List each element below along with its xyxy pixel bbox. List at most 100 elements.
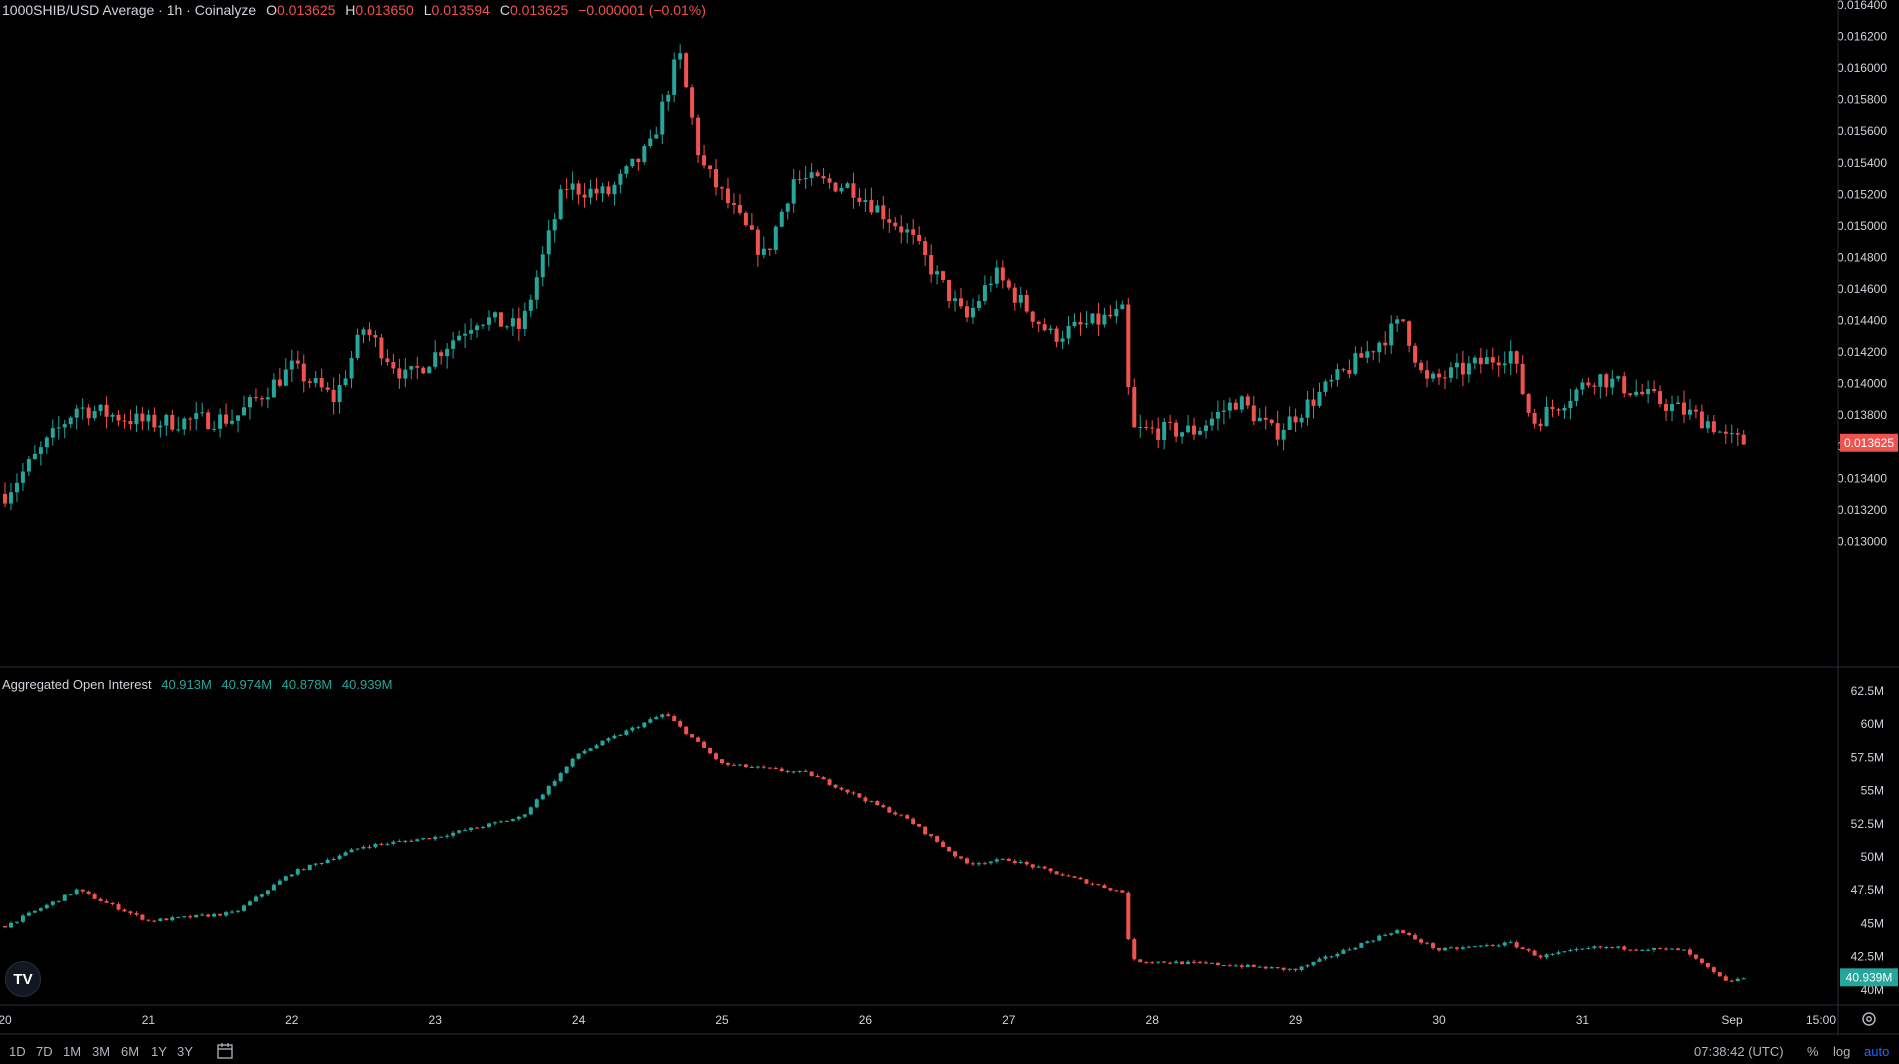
oi-candle-body	[618, 734, 623, 736]
price-candle-body	[899, 226, 904, 233]
price-candle-body	[307, 381, 312, 383]
oi-candle-body	[1383, 934, 1388, 936]
price-candle-body	[1347, 370, 1352, 374]
price-candle-body	[492, 312, 497, 318]
price-candle-body	[1460, 362, 1465, 375]
price-candle-body	[731, 203, 736, 205]
price-candle-body	[128, 420, 133, 425]
open-interest-legend[interactable]: Aggregated Open Interest 40.913M 40.974M…	[2, 677, 398, 692]
percent-scale-toggle[interactable]: %	[1807, 1044, 1819, 1059]
range-button-7d[interactable]: 7D	[36, 1044, 53, 1059]
price-candle-body	[648, 138, 653, 147]
range-button-6m[interactable]: 6M	[121, 1044, 140, 1059]
price-candle-body	[857, 197, 862, 202]
price-candle-body	[1437, 373, 1441, 378]
price-candle-body	[1138, 427, 1143, 429]
price-candle-body	[349, 358, 354, 379]
price-candle-body	[618, 173, 623, 185]
price-candle-body	[851, 183, 856, 198]
price-candle-body	[1454, 362, 1459, 368]
price-candle-body	[1526, 394, 1531, 413]
price-candle-body	[1006, 280, 1011, 288]
oi-candle-body	[1078, 877, 1083, 880]
price-candle-body	[1502, 363, 1507, 366]
oi-candle-body	[152, 920, 157, 922]
oi-candle-body	[1006, 858, 1011, 861]
oi-candle-body	[1215, 962, 1220, 965]
utc-clock[interactable]: 07:38:42 (UTC)	[1694, 1044, 1784, 1059]
price-candle-body	[1407, 321, 1412, 346]
range-button-1y[interactable]: 1Y	[151, 1044, 167, 1059]
gear-icon[interactable]	[1860, 1010, 1878, 1028]
price-candle-body	[767, 248, 772, 250]
tradingview-logo-icon[interactable]: TV	[5, 961, 41, 997]
price-candle-body	[1156, 428, 1161, 440]
oi-candle-body	[720, 759, 724, 763]
price-candle-body	[953, 298, 958, 301]
oi-candle-body	[1347, 949, 1352, 951]
oi-candle-body	[475, 827, 480, 829]
oi-candle-body	[797, 770, 802, 772]
auto-scale-toggle[interactable]: auto	[1864, 1044, 1890, 1059]
range-button-1m[interactable]: 1M	[63, 1044, 82, 1059]
price-candle-body	[92, 411, 97, 419]
oi-candle-body	[648, 719, 653, 723]
price-candle-body	[74, 408, 79, 418]
oi-candle-body	[1263, 966, 1268, 969]
oi-candle-body	[313, 863, 318, 865]
oi-candle-body	[1448, 947, 1453, 949]
price-candle-body	[905, 229, 910, 233]
log-scale-toggle[interactable]: log	[1833, 1044, 1851, 1059]
oi-candle-body	[708, 747, 713, 754]
price-candle-body	[1383, 342, 1388, 346]
time-axis[interactable]: 20 21 22 23 24 25 26 27 28 29 30 31 Sep 15:00	[0, 1013, 1836, 1027]
price-candle-body	[1299, 417, 1304, 423]
price-candle-body	[1610, 378, 1615, 388]
price-candle-body	[755, 229, 760, 255]
range-button-3m[interactable]: 3M	[92, 1044, 111, 1059]
price-candle-body	[182, 418, 187, 430]
price-candle-body	[678, 53, 683, 60]
price-candle-body	[917, 234, 922, 242]
price-axis[interactable]: 0.016400 0.016200 0.016000 0.015800 0.015600…	[1837, 0, 1898, 548]
price-candle-body	[44, 437, 49, 448]
price-candle-body	[1395, 319, 1400, 324]
price-candle-body	[708, 165, 713, 170]
price-candle-body	[863, 200, 868, 202]
oi-candle-body	[755, 766, 760, 768]
price-candle-body	[1717, 431, 1722, 433]
price-candle-body	[1634, 391, 1639, 396]
oi-candle-body	[540, 794, 545, 800]
oi-candle-body	[259, 894, 264, 897]
price-candle-body	[1658, 391, 1663, 405]
price-candle-body	[122, 420, 127, 422]
range-button-1d[interactable]: 1D	[9, 1044, 26, 1059]
price-candle-body	[170, 414, 175, 430]
symbol-legend[interactable]: 1000SHIB/USD Average · 1h · Coinalyze O0…	[2, 2, 712, 18]
price-candle-body	[1687, 409, 1692, 415]
oi-candle-body	[218, 913, 223, 916]
oi-candle-body	[1681, 949, 1686, 951]
price-candle-body	[463, 333, 468, 336]
price-candle-body	[433, 352, 438, 367]
oi-candle-body	[857, 793, 862, 798]
oi-candle-body	[1646, 949, 1651, 951]
oi-high-value: 40.974M	[221, 677, 273, 692]
open-interest-axis[interactable]: 62.5M60M57.5M55M52.5M50M47.5M45M42.5M40M…	[1840, 684, 1898, 997]
oi-candle-body	[1425, 942, 1430, 944]
price-candle-body	[994, 267, 999, 284]
oi-candle-body	[773, 767, 778, 769]
calendar-range-icon[interactable]	[216, 1042, 234, 1060]
price-candle-body	[630, 158, 635, 167]
price-candle-body	[1359, 353, 1364, 358]
oi-candle-body	[1221, 964, 1226, 966]
oi-candle-body	[1580, 948, 1585, 950]
range-button-3y[interactable]: 3Y	[177, 1044, 193, 1059]
price-candle-body	[1209, 418, 1214, 426]
oi-candle-body	[881, 805, 886, 808]
price-candle-body	[1472, 357, 1477, 364]
price-candle-body	[1556, 409, 1561, 411]
oi-candle-body	[522, 814, 527, 817]
oi-candle-body	[690, 734, 695, 738]
